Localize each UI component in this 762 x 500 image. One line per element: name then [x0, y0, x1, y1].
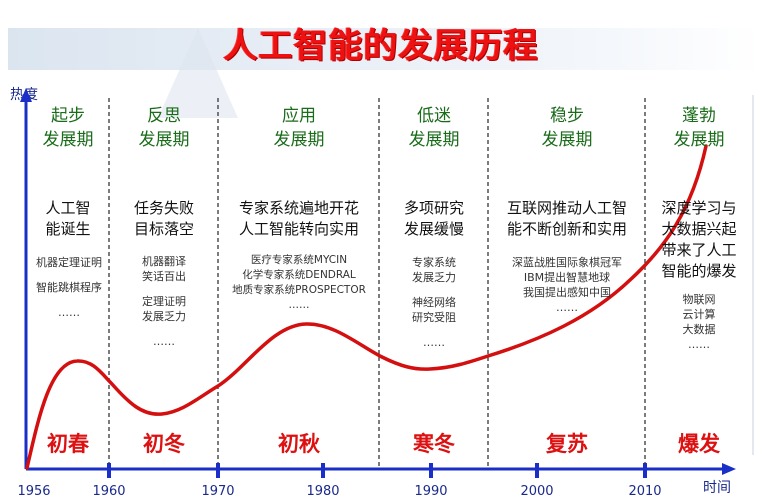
tick-label-1956: 1956 [17, 484, 51, 499]
details-booming: 物联网 云计算 大数据 …… [682, 293, 716, 351]
period-name-downturn: 低迷 发展期 [408, 106, 460, 150]
tick-label-2000: 2000 [520, 484, 554, 499]
details-startup: 机器定理证明 智能跳棋程序 …… [36, 256, 102, 319]
season-label-early-winter: 初冬 [143, 432, 185, 456]
period-name-reflection: 反思 发展期 [138, 106, 190, 150]
period-name-steady: 稳步 发展期 [541, 106, 593, 150]
details-steady: 深蓝战胜国际象棋冠军 IBM提出智慧地球 我国提出感知中国 …… [512, 256, 622, 314]
headline-reflection: 任务失败 目标落空 [133, 199, 194, 238]
details-application: 医疗专家系统MYCIN 化学专家系统DENDRAL 地质专家系统PROSPECT… [232, 254, 366, 311]
season-label-explosion: 爆发 [678, 432, 720, 456]
period-name-startup: 起步 发展期 [42, 106, 94, 150]
season-label-recovery: 复苏 [546, 432, 588, 456]
x-axis-arrow-icon [722, 463, 736, 475]
y-axis-arrow-icon [20, 88, 32, 102]
title-banner [8, 28, 760, 118]
x-axis [26, 463, 736, 478]
season-label-early-autumn: 初秋 [278, 432, 320, 456]
tick-label-2010: 2010 [628, 484, 662, 499]
x-axis-label: 时间 [703, 480, 731, 496]
tick-label-1980: 1980 [306, 484, 340, 499]
tick-label-1960: 1960 [92, 484, 126, 499]
headline-booming: 深度学习与 大数据兴起 带来了人工 智能的爆发 [661, 199, 737, 280]
heat-curve [25, 144, 708, 470]
period-dividers [108, 98, 646, 469]
headline-steady: 互联网推动人工智 能不断创新和实用 [506, 199, 627, 238]
season-label-deep-winter: 寒冬 [413, 432, 455, 456]
headline-downturn: 多项研究 发展缓慢 [403, 199, 464, 238]
x-axis-ticks [107, 463, 647, 478]
period-name-booming: 蓬勃 发展期 [673, 106, 725, 150]
headline-startup: 人工智 能诞生 [45, 199, 91, 238]
season-label-early-spring: 初春 [47, 432, 89, 456]
page-title: 人工智能的发展历程 [223, 26, 539, 66]
slide-edge-divider [752, 95, 754, 455]
y-axis [20, 88, 32, 469]
details-downturn: 专家系统 发展乏力 神经网络 研究受阻 …… [412, 256, 456, 349]
tick-label-1990: 1990 [414, 484, 448, 499]
headline-application: 专家系统遍地开花 人工智能转向实用 [238, 199, 359, 238]
details-reflection: 机器翻译 笑话百出 定理证明 发展乏力 …… [142, 255, 186, 348]
watermark-shape [158, 28, 238, 118]
period-name-application: 应用 发展期 [273, 106, 325, 150]
tick-label-1970: 1970 [201, 484, 235, 499]
